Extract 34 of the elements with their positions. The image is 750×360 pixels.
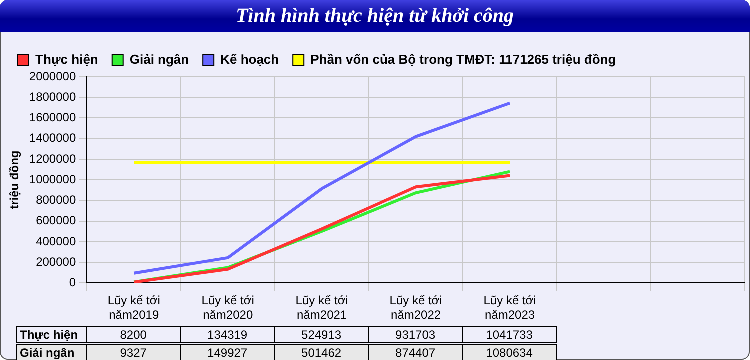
y-tick-label: 1200000 <box>29 152 76 166</box>
data-label: 8200 <box>86 326 182 343</box>
data-label: 1041733 <box>462 326 558 343</box>
y-tick-label: 200000 <box>36 254 76 269</box>
data-label: 149927 <box>180 344 276 360</box>
x-tick-label: Lũy kế tới năm2020 <box>202 294 254 322</box>
y-tick-label: 0 <box>69 276 76 290</box>
x-tick-label: Lũy kế tới năm2019 <box>108 294 160 322</box>
data-label: 9327 <box>86 344 182 360</box>
y-tick-label: 1400000 <box>29 131 76 146</box>
data-label: 931703 <box>368 326 464 343</box>
y-tick-label: 1000000 <box>29 172 76 186</box>
y-tick-label: 2000000 <box>29 69 76 84</box>
data-label: 524913 <box>274 326 370 343</box>
text: Thực hiện <box>20 328 78 342</box>
y-axis-title: triệu đồng <box>8 150 22 210</box>
x-tick-label: Lũy kế tới năm2022 <box>390 294 442 322</box>
y-tick-label: 1800000 <box>29 90 76 104</box>
legend-label: Phần vốn của Bộ trong TMĐT: 1171265 triệu đồng <box>310 52 616 68</box>
x-tick-label: Lũy kế tới năm2023 <box>484 294 536 322</box>
data-label: 501462 <box>274 344 370 360</box>
chart-title: Tình hình thực hiện từ khởi công <box>0 0 750 32</box>
data-label: 134319 <box>180 326 276 343</box>
y-tick-label: 600000 <box>36 214 76 228</box>
legend-label: Thực hiện <box>36 52 98 68</box>
legend-label: Giải ngân <box>130 52 190 68</box>
y-tick-label: 1600000 <box>29 110 76 125</box>
data-label: 874407 <box>368 344 464 360</box>
legend-label: Kế hoạch <box>220 52 280 68</box>
text: Giải ngân <box>20 346 75 360</box>
x-tick-label: Lũy kế tới năm2021 <box>296 294 348 322</box>
y-tick-label: 400000 <box>36 234 76 248</box>
y-tick-label: 800000 <box>36 193 76 208</box>
data-label: 1080634 <box>462 344 558 360</box>
